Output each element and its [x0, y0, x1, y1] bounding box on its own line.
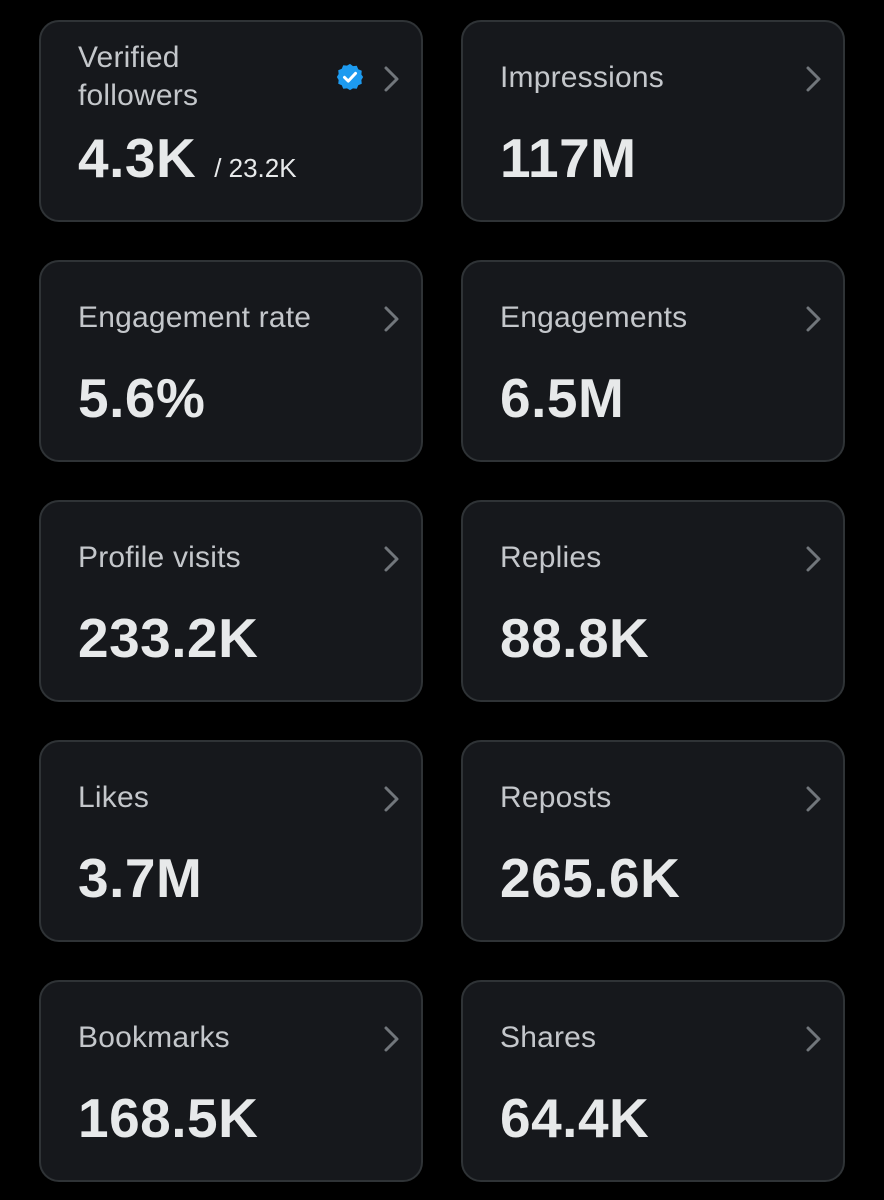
- chevron-right-icon: [803, 544, 825, 574]
- stat-card-likes[interactable]: Likes 3.7M: [39, 740, 423, 942]
- chevron-right-icon: [381, 304, 403, 334]
- stat-label: Replies: [500, 541, 602, 574]
- stat-value: 3.7M: [78, 847, 203, 909]
- chevron-right-icon: [381, 544, 403, 574]
- stat-label: Impressions: [500, 61, 664, 94]
- chevron-right-icon: [381, 1024, 403, 1054]
- stat-value-row: 265.6K: [500, 846, 680, 910]
- chevron-right-icon: [803, 304, 825, 334]
- stat-label: Likes: [78, 781, 150, 814]
- stat-value: 88.8K: [500, 607, 650, 669]
- stat-card-bookmarks[interactable]: Bookmarks 168.5K: [39, 980, 423, 1182]
- stat-card-shares[interactable]: Shares 64.4K: [461, 980, 845, 1182]
- stat-card-profile-visits[interactable]: Profile visits 233.2K: [39, 500, 423, 702]
- stat-card-engagements[interactable]: Engagements 6.5M: [461, 260, 845, 462]
- stat-label: Reposts: [500, 781, 612, 814]
- stat-card-reposts[interactable]: Reposts 265.6K: [461, 740, 845, 942]
- stat-value-row: 88.8K: [500, 606, 649, 670]
- stat-label: Bookmarks: [78, 1021, 230, 1054]
- stat-label: Profile visits: [78, 541, 241, 574]
- verified-badge-icon: [335, 62, 365, 92]
- stat-value: 168.5K: [78, 1087, 259, 1149]
- stat-value: 4.3K: [78, 127, 197, 189]
- stat-value: 265.6K: [500, 847, 681, 909]
- stat-value: 6.5M: [500, 367, 625, 429]
- stat-card-engagement-rate[interactable]: Engagement rate 5.6%: [39, 260, 423, 462]
- chevron-right-icon: [381, 784, 403, 814]
- stat-label: Shares: [500, 1021, 597, 1054]
- stat-value: 64.4K: [500, 1087, 650, 1149]
- stat-value-row: 3.7M: [78, 846, 202, 910]
- stat-total-followers: / 23.2K: [214, 153, 297, 183]
- stat-label: Engagements: [500, 301, 688, 334]
- stat-card-impressions[interactable]: Impressions 117M: [461, 20, 845, 222]
- stat-card-verified-followers[interactable]: Verified followers 4.3K / 23.2K: [39, 20, 423, 222]
- analytics-stats-grid: Verified followers 4.3K / 23.2K Impressi…: [39, 20, 845, 1182]
- stat-value: 233.2K: [78, 607, 259, 669]
- stat-label: Verified followers: [78, 41, 199, 112]
- stat-value-row: 5.6%: [78, 366, 205, 430]
- stat-value: 117M: [500, 127, 637, 189]
- chevron-right-icon: [803, 784, 825, 814]
- stat-value-row: 4.3K / 23.2K: [78, 126, 297, 190]
- chevron-right-icon: [381, 64, 403, 94]
- stat-value-row: 168.5K: [78, 1086, 258, 1150]
- stat-card-replies[interactable]: Replies 88.8K: [461, 500, 845, 702]
- chevron-right-icon: [803, 64, 825, 94]
- stat-label: Engagement rate: [78, 301, 312, 334]
- stat-value-row: 233.2K: [78, 606, 258, 670]
- stat-value-row: 6.5M: [500, 366, 624, 430]
- chevron-right-icon: [803, 1024, 825, 1054]
- stat-value-row: 117M: [500, 126, 637, 190]
- stat-value-row: 64.4K: [500, 1086, 649, 1150]
- stat-value: 5.6%: [78, 367, 206, 429]
